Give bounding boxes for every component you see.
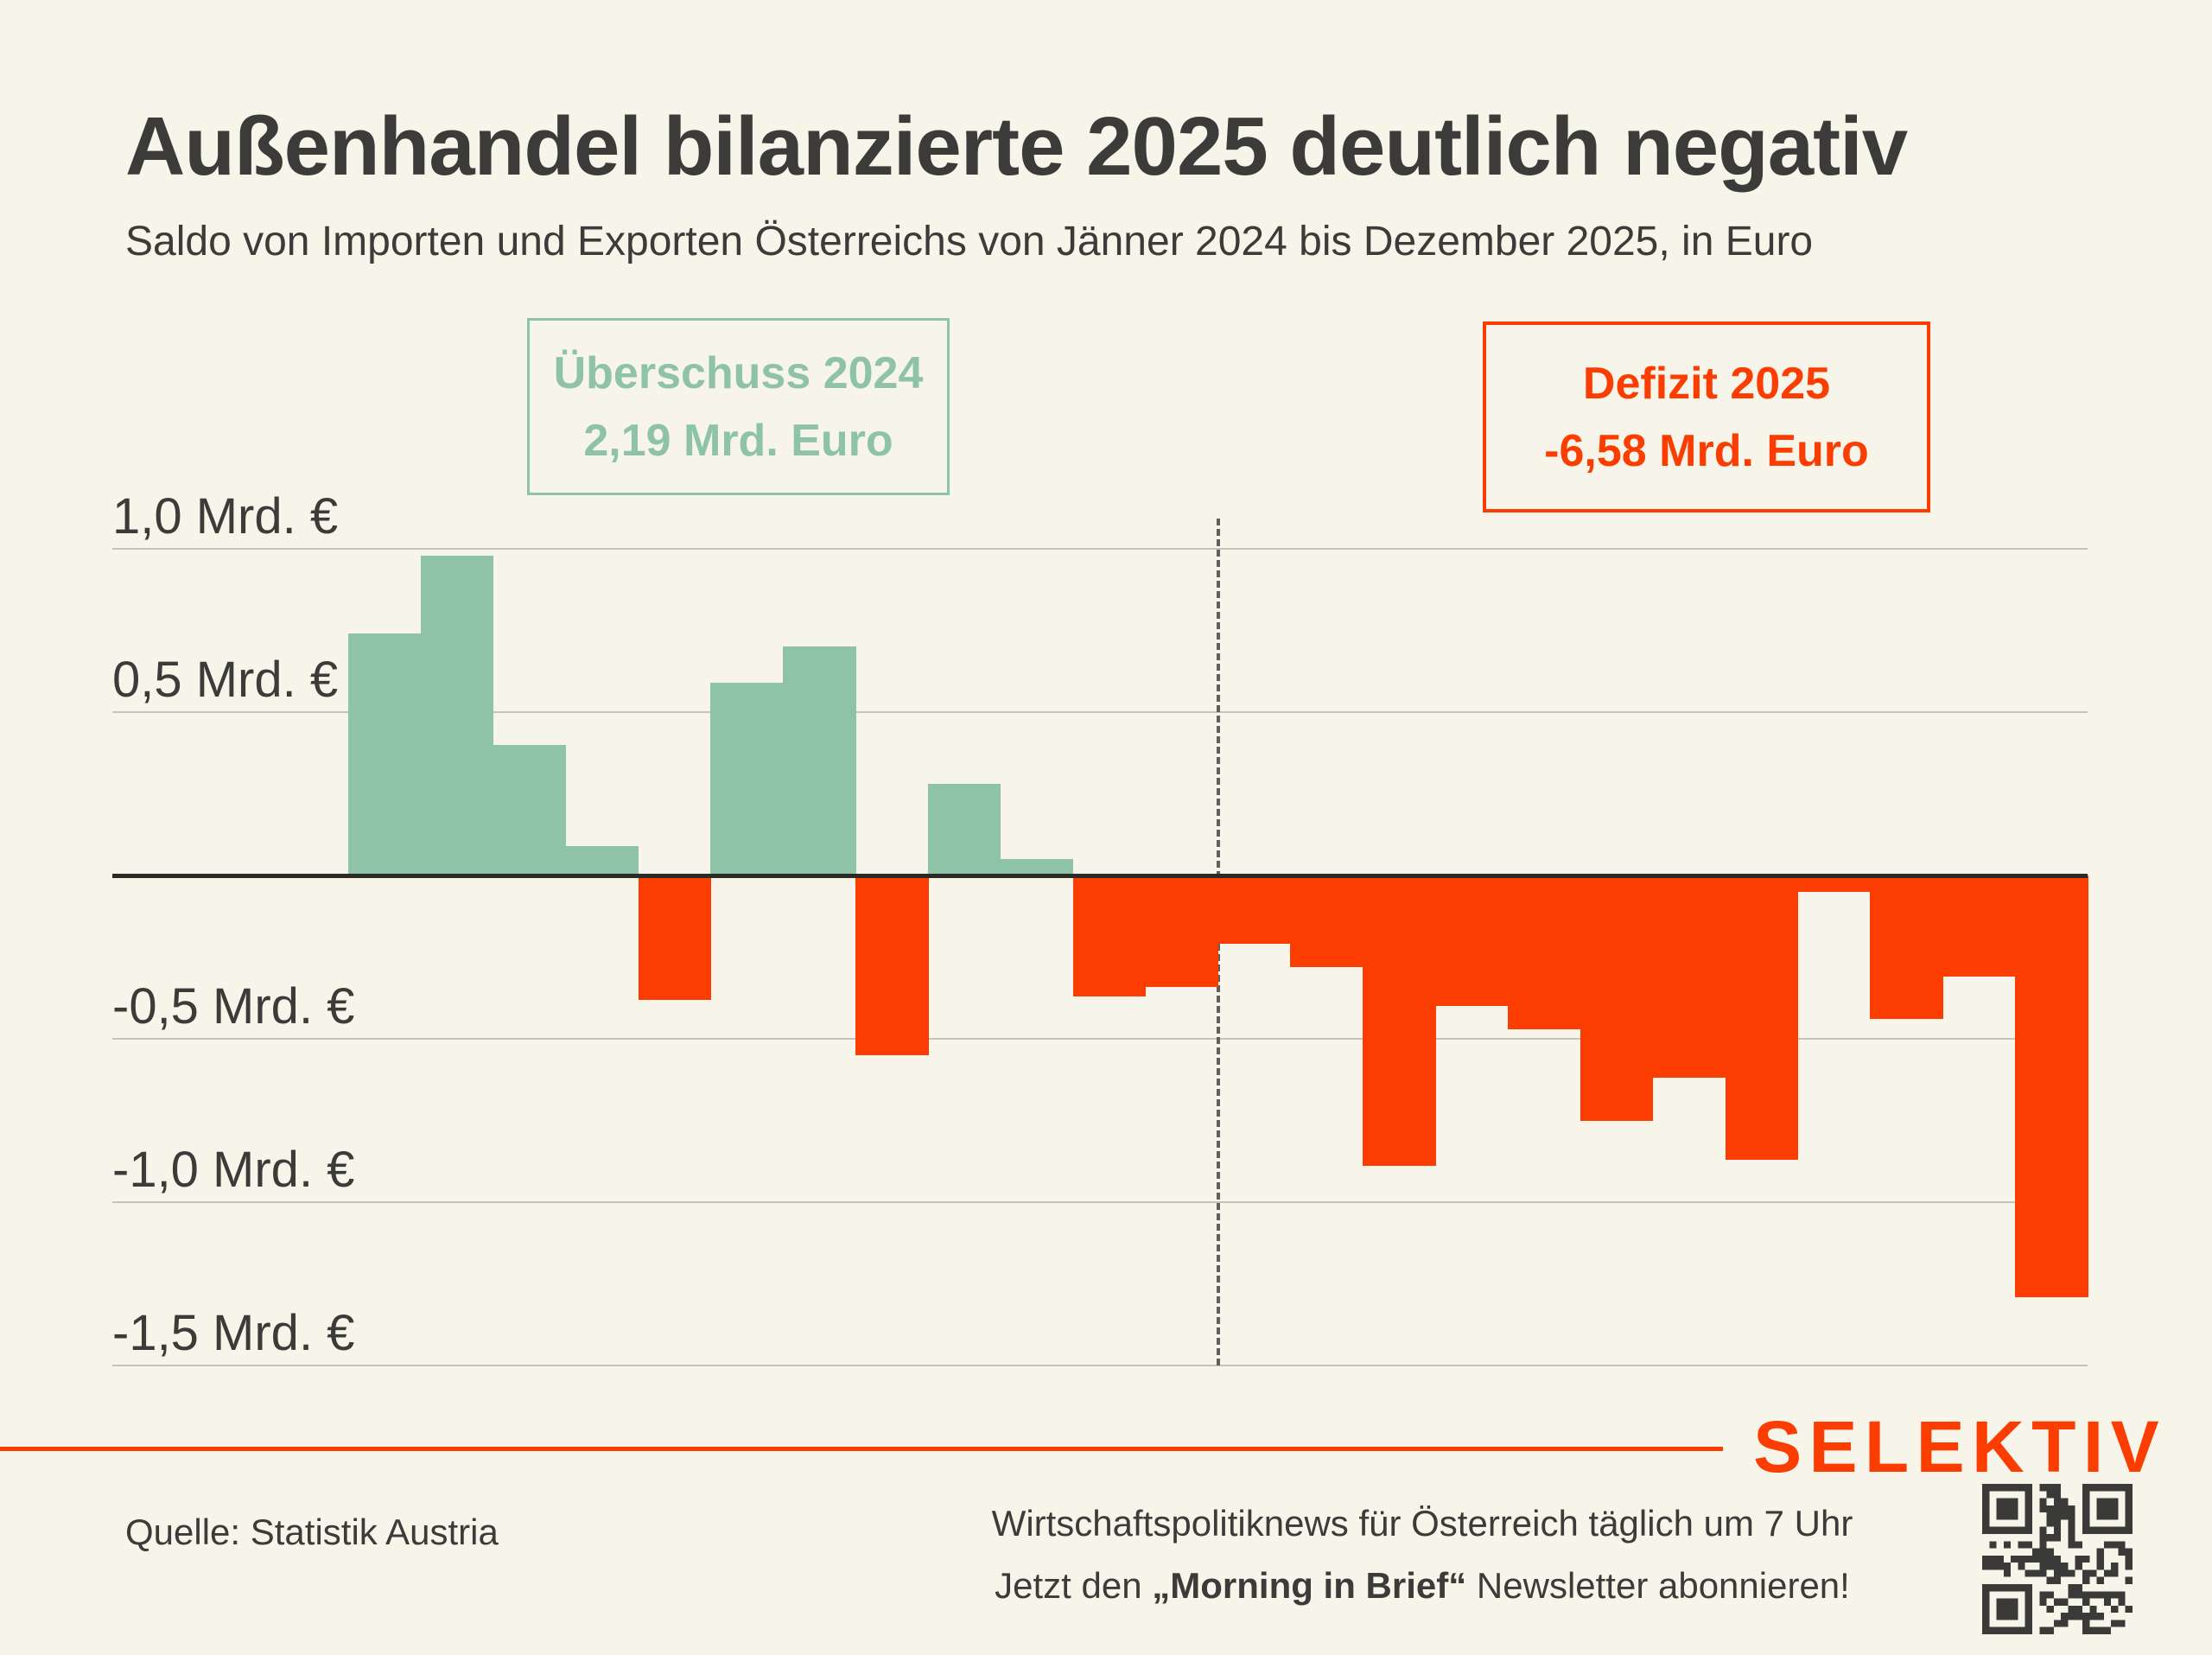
bar-jul-2025 bbox=[1652, 875, 1726, 1079]
deficit-annotation-value: -6,58 Mrd. Euro bbox=[1544, 425, 1869, 476]
newsletter-line2-suffix: Newsletter abonnieren! bbox=[1466, 1565, 1850, 1606]
surplus-annotation-box: Überschuss 2024 2,19 Mrd. Euro bbox=[527, 318, 950, 495]
newsletter-line2-bold: „Morning in Brief“ bbox=[1152, 1565, 1467, 1606]
qr-code bbox=[1982, 1484, 2133, 1634]
surplus-annotation-title: Überschuss 2024 bbox=[553, 347, 924, 398]
deficit-annotation-box: Defizit 2025 -6,58 Mrd. Euro bbox=[1483, 321, 1930, 512]
y-tick-label: 1,0 Mrd. € bbox=[112, 488, 339, 544]
chart-subtitle: Saldo von Importen und Exporten Österrei… bbox=[125, 219, 1814, 264]
bar-nov-2024 bbox=[1072, 875, 1147, 996]
gridline--1 bbox=[112, 1201, 2088, 1203]
gridline-0.5 bbox=[112, 711, 2088, 713]
y-tick-label: -1,0 Mrd. € bbox=[112, 1142, 355, 1198]
bar-aug-2025 bbox=[1725, 875, 1798, 1160]
bar-mär-2024 bbox=[493, 744, 567, 875]
bar-jän-2024 bbox=[348, 633, 422, 875]
chart-title: Außenhandel bilanzierte 2025 deutlich ne… bbox=[125, 100, 1908, 193]
bar-feb-2024 bbox=[420, 555, 494, 875]
bar-jul-2024 bbox=[783, 646, 856, 875]
bar-feb-2025 bbox=[1290, 875, 1363, 967]
bar-mai-2024 bbox=[638, 875, 711, 1000]
bar-nov-2025 bbox=[1942, 875, 2016, 977]
zero-axis-line bbox=[112, 874, 2088, 878]
surplus-annotation-value: 2,19 Mrd. Euro bbox=[583, 415, 893, 466]
bar-okt-2024 bbox=[1000, 859, 1074, 875]
bar-sep-2024 bbox=[928, 784, 1001, 875]
gridline--0.5 bbox=[112, 1038, 2088, 1040]
bar-mär-2025 bbox=[1363, 875, 1436, 1167]
selektiv-logo: SELEKTIV bbox=[1753, 1406, 2166, 1487]
bar-dez-2024 bbox=[1145, 875, 1218, 987]
bar-okt-2025 bbox=[1870, 875, 1943, 1020]
bar-aug-2024 bbox=[855, 875, 929, 1055]
bar-apr-2025 bbox=[1435, 875, 1509, 1007]
bar-apr-2024 bbox=[565, 845, 639, 875]
gridline-1 bbox=[112, 548, 2088, 550]
y-tick-label: -0,5 Mrd. € bbox=[112, 978, 355, 1034]
bar-jän-2025 bbox=[1217, 875, 1291, 945]
gridline--1.5 bbox=[112, 1365, 2088, 1366]
newsletter-line2: Jetzt den „Morning in Brief“ Newsletter … bbox=[817, 1568, 2027, 1604]
bar-sep-2025 bbox=[1797, 875, 1871, 892]
deficit-annotation-title: Defizit 2025 bbox=[1582, 358, 1831, 409]
footer-divider-line bbox=[0, 1447, 1723, 1451]
newsletter-line1: Wirtschaftspolitiknews für Österreich tä… bbox=[991, 1503, 1853, 1544]
y-tick-label: -1,5 Mrd. € bbox=[112, 1305, 355, 1361]
newsletter-line2-prefix: Jetzt den bbox=[995, 1565, 1153, 1606]
bar-jun-2025 bbox=[1580, 875, 1654, 1121]
source-note: Quelle: Statistik Austria bbox=[125, 1512, 499, 1552]
y-tick-label: 0,5 Mrd. € bbox=[112, 652, 339, 708]
bar-mai-2025 bbox=[1508, 875, 1581, 1029]
bar-dez-2025 bbox=[2015, 875, 2088, 1297]
bar-jun-2024 bbox=[710, 682, 784, 875]
